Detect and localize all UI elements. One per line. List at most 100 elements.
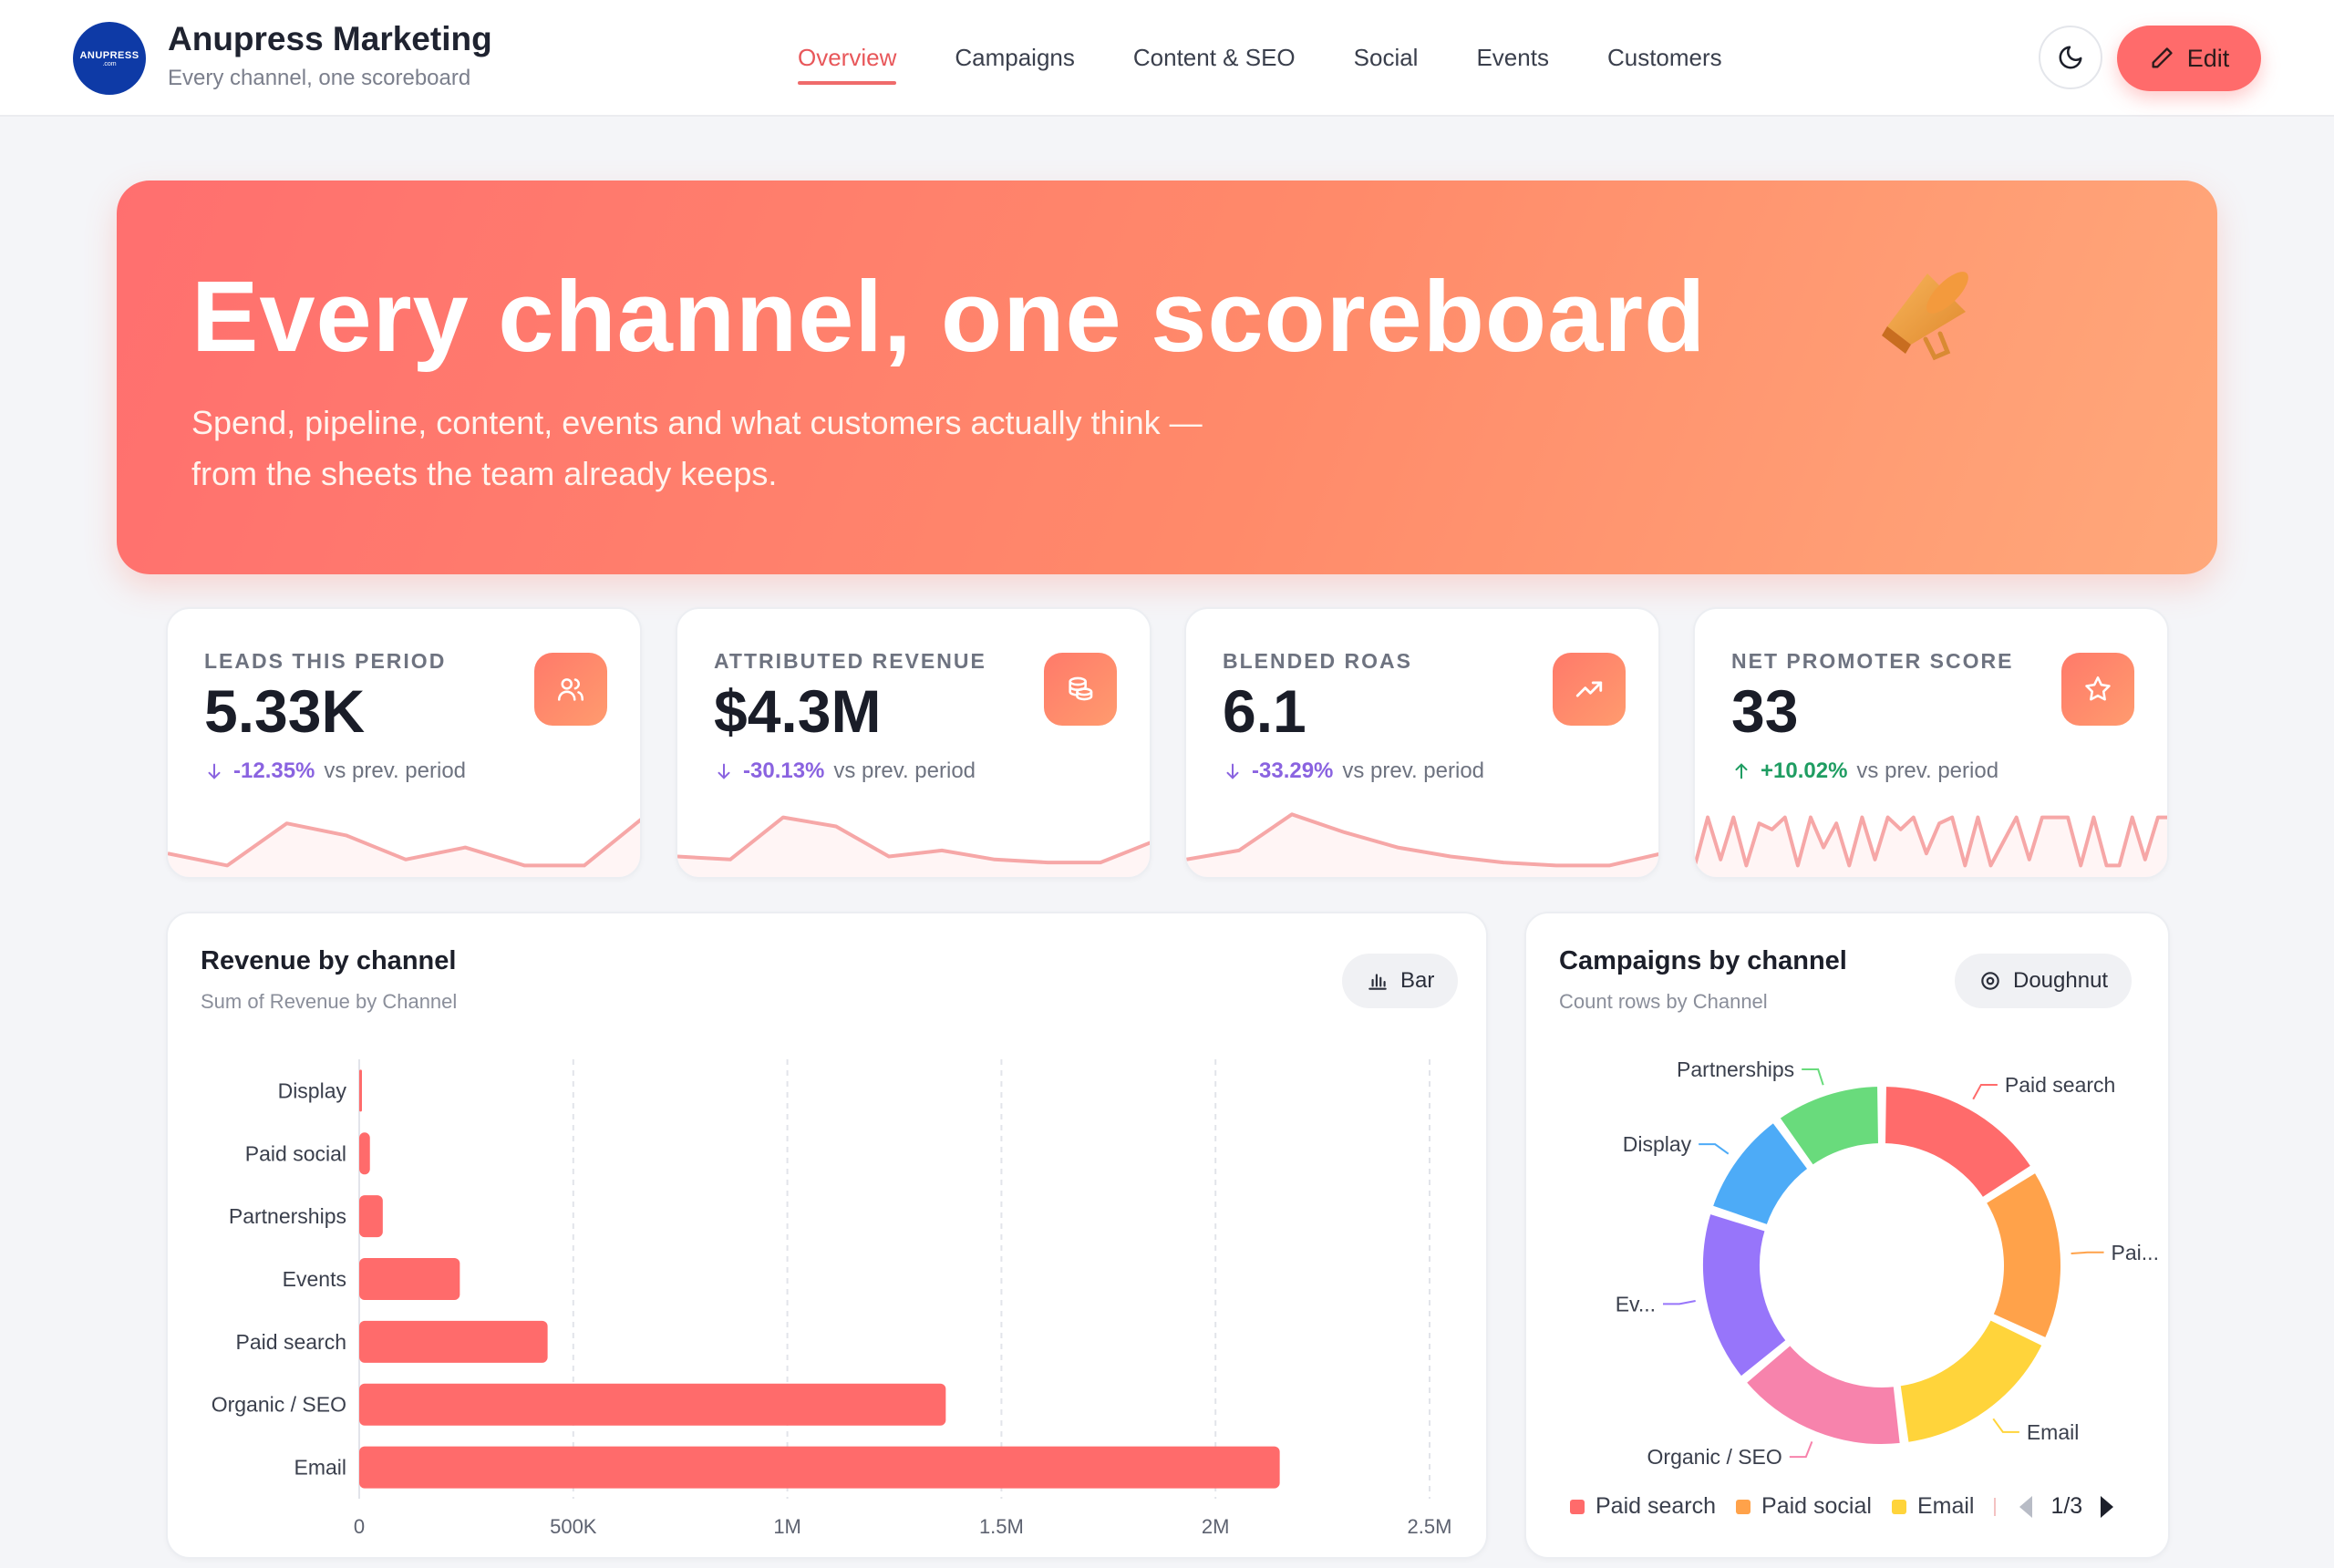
legend-swatch: [1891, 1499, 1906, 1514]
slice-label: Email: [2027, 1420, 2080, 1444]
legend-swatch: [1570, 1499, 1585, 1514]
edit-button-label: Edit: [2186, 44, 2230, 72]
kpi-delta: -12.35% vs prev. period: [204, 758, 466, 784]
hero-description-line: Spend, pipeline, content, events and wha…: [191, 404, 1203, 441]
chevron-right-icon[interactable]: [2097, 1494, 2117, 1520]
kpi-sparkline: [1695, 815, 2167, 877]
brand-logo[interactable]: ANUPRESS .com: [73, 22, 146, 95]
y-tick-label: Paid search: [236, 1330, 346, 1354]
chart-legend: Paid search Paid social Email 1/3: [1570, 1493, 2117, 1520]
kpi-sparkline: [1186, 812, 1658, 877]
logo-text: ANUPRESS: [79, 49, 139, 61]
kpi-label: ATTRIBUTED REVENUE: [714, 649, 986, 673]
nav-content-seo[interactable]: Content & SEO: [1132, 44, 1296, 71]
legend-item[interactable]: Email: [1891, 1493, 1975, 1520]
arrow-down-icon: [718, 763, 730, 779]
y-tick-label: Events: [283, 1267, 346, 1291]
kpi-delta-value: -30.13%: [743, 758, 825, 783]
kpi-sparkline: [677, 815, 1150, 877]
legend-page-indicator: 1/3: [2050, 1493, 2083, 1519]
y-tick-label: Email: [294, 1456, 346, 1480]
edit-button[interactable]: Edit: [2117, 26, 2261, 91]
sparkline-line: [168, 818, 640, 868]
bar: [359, 1258, 460, 1300]
kpi-card-revenue[interactable]: ATTRIBUTED REVENUE $4.3M -30.13% vs prev…: [676, 607, 1152, 879]
chevron-left-icon[interactable]: [2016, 1494, 2036, 1520]
kpi-card-roas[interactable]: BLENDED ROAS 6.1 -33.29% vs prev. period: [1184, 607, 1660, 879]
sparkline-area: [168, 820, 640, 877]
kpi-value: 33: [1731, 677, 1799, 745]
legend-label: Paid social: [1761, 1493, 1872, 1519]
slice-label: Partnerships: [1677, 1057, 1794, 1081]
kpi-card-nps[interactable]: NET PROMOTER SCORE 33 +10.02% vs prev. p…: [1693, 607, 2169, 879]
arrow-down-icon: [208, 763, 221, 779]
legend-item[interactable]: Paid social: [1736, 1493, 1872, 1520]
campaigns-doughnut-chart: Paid search Pai... Email Organic / SEO Ev...…: [1616, 1057, 2159, 1469]
nav-overview[interactable]: Overview: [798, 44, 897, 85]
doughnut-slice: [1881, 1083, 2035, 1202]
users-icon: [534, 653, 607, 726]
kpi-label: BLENDED ROAS: [1223, 649, 1413, 673]
doughnut-slice: [1709, 1119, 1812, 1229]
legend-swatch: [1736, 1499, 1751, 1514]
arrow-down-icon: [1226, 763, 1239, 779]
doughnut-slice: [1896, 1315, 2046, 1447]
kpi-delta-value: -12.35%: [233, 758, 315, 783]
nav-campaigns[interactable]: Campaigns: [955, 44, 1075, 71]
coins-icon: [1044, 653, 1117, 726]
slice-label: Paid search: [2005, 1073, 2115, 1097]
card-subtitle: Sum of Revenue by Channel: [201, 990, 458, 1013]
doughnut-slice: [1742, 1341, 1904, 1448]
sparkline-line: [677, 815, 1150, 865]
kpi-delta: -30.13% vs prev. period: [714, 758, 976, 784]
legend-label: Email: [1916, 1493, 1975, 1519]
kpi-value: $4.3M: [714, 677, 882, 745]
brand-title: Anupress Marketing: [168, 20, 492, 57]
bar: [359, 1320, 548, 1363]
hero-banner: Every channel, one scoreboard Spend, pip…: [117, 181, 2217, 574]
hero-title: Every channel, one scoreboard: [191, 261, 1707, 373]
campaigns-by-channel-card: Campaigns by channel Count rows by Chann…: [1524, 912, 2170, 1559]
bar: [359, 1446, 1280, 1489]
trending-up-icon: [1553, 653, 1626, 726]
kpi-label: NET PROMOTER SCORE: [1731, 649, 2014, 673]
bar: [359, 1195, 383, 1238]
doughnut-slice: [1699, 1210, 1791, 1380]
chart-type-toggle[interactable]: Bar: [1342, 954, 1459, 1008]
kpi-card-leads[interactable]: LEADS THIS PERIOD 5.33K -12.35% vs prev.…: [166, 607, 642, 879]
theme-toggle-button[interactable]: [2039, 26, 2102, 89]
slice-label: Ev...: [1616, 1292, 1656, 1315]
hero-description: Spend, pipeline, content, events and wha…: [191, 397, 1286, 500]
star-icon: [2061, 653, 2134, 726]
main-nav: Overview Campaigns Content & SEO Social …: [798, 44, 1722, 85]
kpi-sparkline: [168, 818, 640, 877]
hero-description-line: from the sheets the team already keeps.: [191, 455, 778, 492]
slice-leader-line: [1802, 1068, 1824, 1086]
slice-label: Display: [1623, 1132, 1692, 1156]
sparkline-line: [1186, 812, 1658, 868]
revenue-by-channel-card: Revenue by channel Sum of Revenue by Cha…: [166, 912, 1488, 1559]
legend-pager: 1/3: [2016, 1493, 2117, 1520]
y-tick-label: Display: [278, 1078, 347, 1102]
legend-label: Paid search: [1596, 1493, 1717, 1519]
kpi-delta: -33.29% vs prev. period: [1223, 758, 1484, 784]
y-tick-label: Partnerships: [229, 1204, 346, 1228]
card-title: Revenue by channel: [201, 946, 457, 975]
nav-customers[interactable]: Customers: [1606, 44, 1722, 71]
chart-type-toggle[interactable]: Doughnut: [1955, 954, 2133, 1008]
nav-social[interactable]: Social: [1353, 44, 1419, 71]
bar: [359, 1069, 362, 1112]
chart-type-label: Doughnut: [2013, 968, 2109, 993]
legend-divider: [1994, 1497, 1997, 1516]
slice-leader-line: [1972, 1083, 1998, 1100]
nav-events[interactable]: Events: [1476, 44, 1549, 71]
x-tick-label: 0: [354, 1515, 365, 1538]
logo-subtext: .com: [102, 60, 117, 67]
kpi-delta-suffix: vs prev. period: [324, 758, 467, 783]
kpi-delta-suffix: vs prev. period: [833, 758, 976, 783]
kpi-delta: +10.02% vs prev. period: [1731, 758, 1998, 784]
slice-label: Organic / SEO: [1647, 1445, 1782, 1469]
card-subtitle: Count rows by Channel: [1559, 990, 1768, 1013]
kpi-label: LEADS THIS PERIOD: [204, 649, 447, 673]
legend-item[interactable]: Paid search: [1570, 1493, 1716, 1520]
